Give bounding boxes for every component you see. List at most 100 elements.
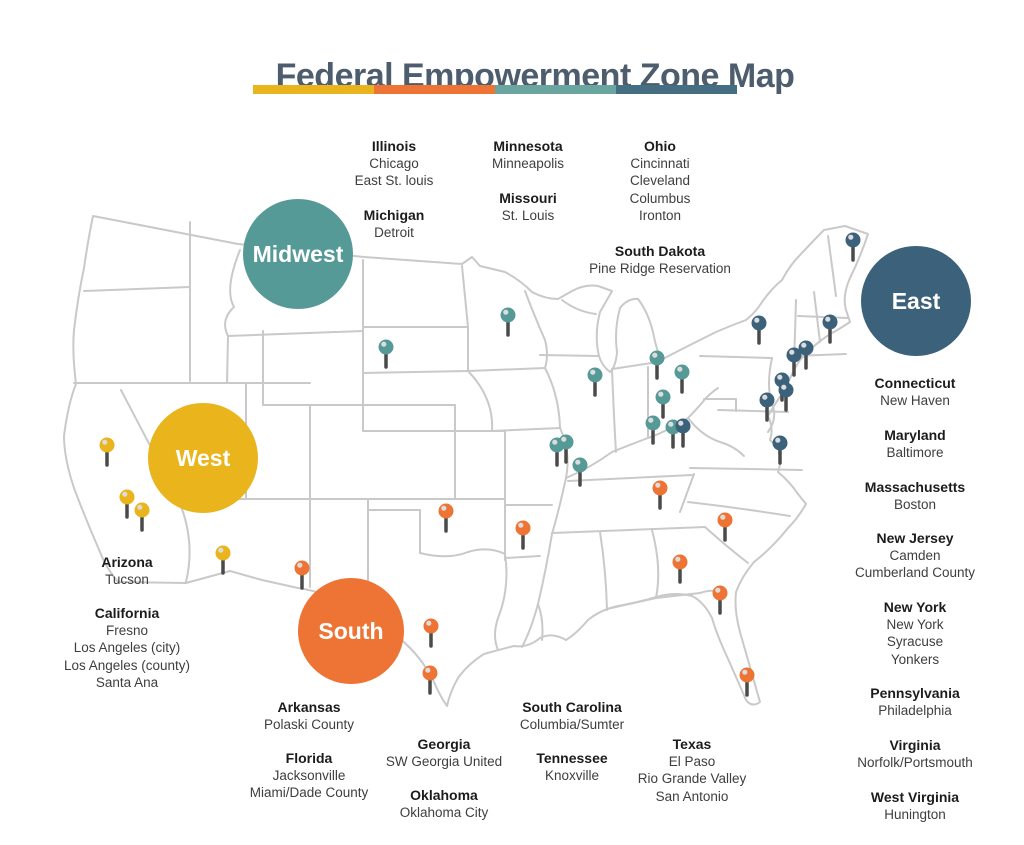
pin-highlight [675,556,681,562]
pin-head [845,232,861,248]
state-label-group: South Dakota Pine Ridge Reservation [589,243,731,277]
state-label-group: New Jersey Camden Cumberland County [855,530,975,582]
pin-highlight [590,369,596,375]
state-label-group: Texas El Paso Rio Grande Valley San Antonio [638,736,747,805]
state-name: Connecticut [874,375,956,391]
pin-highlight [122,491,128,497]
pin-head [587,367,603,383]
map-pin-west [134,502,150,532]
pin-highlight [518,522,524,528]
region-bubble-west: West [148,403,258,513]
map-pin-midwest [587,367,603,397]
pin-highlight [848,234,854,240]
state-name: West Virginia [870,789,960,805]
state-name: Arkansas [277,699,341,715]
state-name: Illinois [371,138,417,154]
region-label: Midwest [253,241,344,267]
city-name: Fresno [105,623,149,639]
city-name: El Paso [668,754,716,770]
map-pin-east [772,435,788,465]
underline-segment [616,85,737,94]
city-name: Hunington [884,807,946,823]
pin-head [675,418,691,434]
pin-head [422,665,438,681]
pin-head [751,315,767,331]
state-name: Ohio [644,138,676,154]
state-name: Massachusetts [864,479,966,495]
map-pin-east [751,315,767,345]
pin-head [655,389,671,405]
pin-highlight [668,421,674,427]
region-bubble-south: South [298,578,404,684]
pin-highlight [762,394,768,400]
pin-head [712,585,728,601]
state-label-group: Connecticut New Haven [875,375,956,409]
state-name: New York [883,599,947,615]
pin-head [119,489,135,505]
city-name: St. Louis [501,208,555,224]
city-name: Knoxville [544,768,600,784]
city-name: Yonkers [890,651,940,667]
region-label: West [176,445,231,471]
region-bubble-east: East [861,246,971,356]
pin-highlight [137,504,143,510]
pin-highlight [781,384,787,390]
pin-head [378,339,394,355]
map-pin-south [652,480,668,510]
state-label-group: West Virginia Hunington [871,789,959,823]
pin-head [134,502,150,518]
state-name: Georgia [417,736,471,752]
map-pin-west [215,545,231,575]
pin-head [572,457,588,473]
state-name: Oklahoma [410,787,478,803]
pin-head [500,307,516,323]
map-pin-east [822,314,838,344]
map-pin-east [798,340,814,370]
pin-highlight [102,439,108,445]
region-circle [148,403,258,513]
state-label-group: Missouri St. Louis [499,190,557,224]
region-bubbles: Midwest West South East [148,199,971,684]
underline-segment [374,85,495,94]
city-name: Detroit [374,225,414,241]
pin-head [672,554,688,570]
state-label-group: Oklahoma Oklahoma City [400,787,489,821]
pin-highlight [678,420,684,426]
pin-highlight [561,436,567,442]
city-name: New Haven [880,393,950,409]
pin-highlight [503,309,509,315]
map-pin-south [294,560,310,590]
state-label-group: Tennessee Knoxville [536,750,607,784]
city-name: San Antonio [655,788,729,804]
pin-highlight [677,366,683,372]
state-label-group: Illinois Chicago East St. louis [355,138,434,190]
map-pin-east [786,347,802,377]
city-name: Boston [893,497,937,513]
pin-head [739,667,755,683]
city-name: Ironton [638,207,682,223]
city-name: Minneapolis [491,156,565,172]
city-name: Polaski County [263,717,355,733]
city-name: SW Georgia United [385,754,503,770]
state-label-group: Pennsylvania Philadelphia [870,685,960,719]
pin-head [759,392,775,408]
map-pin-south [438,503,454,533]
pin-head [772,435,788,451]
state-name: Michigan [363,207,425,223]
city-name: Philadelphia [878,703,952,719]
region-circle [243,199,353,309]
map-pin-midwest [674,364,690,394]
pin-head [423,618,439,634]
city-name: Miami/Dade County [249,785,369,801]
pin-highlight [658,391,664,397]
pin-highlight [652,352,658,358]
region-label: East [892,288,941,314]
pin-highlight [575,459,581,465]
state-name: Pennsylvania [870,685,960,701]
map-pin-south [422,665,438,695]
pin-highlight [789,349,795,355]
pin-highlight [552,439,558,445]
pin-highlight [801,342,807,348]
pin-highlight [775,437,781,443]
